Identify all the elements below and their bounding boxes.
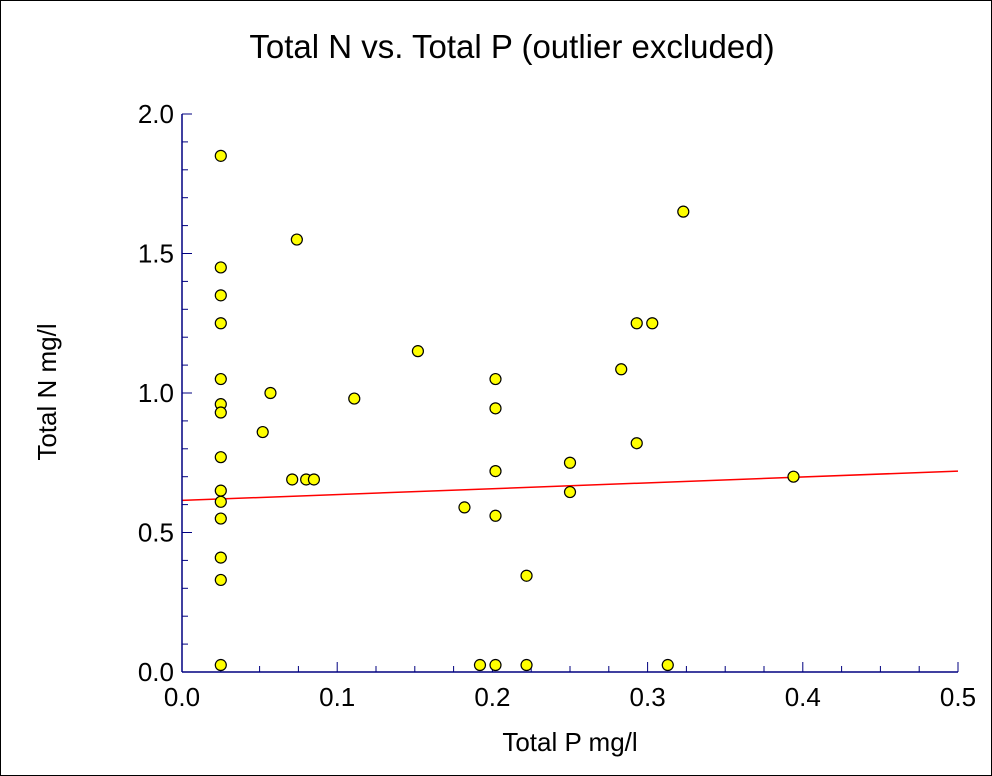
data-point bbox=[256, 425, 269, 439]
x-tick-label: 0.5 bbox=[940, 682, 976, 712]
data-point bbox=[489, 372, 502, 386]
data-point bbox=[473, 658, 487, 672]
data-point bbox=[214, 451, 227, 464]
data-point bbox=[214, 495, 227, 508]
axes-layer: 0.0 0.5 1.0 1.5 2.0 0.0 0.1 0.2 0.3 0.4 0.5 bbox=[138, 99, 976, 712]
data-point bbox=[646, 317, 659, 330]
x-axis-label: Total P mg/l bbox=[502, 727, 637, 757]
data-point bbox=[520, 569, 533, 582]
data-point bbox=[563, 456, 577, 469]
x-tick-label: 0.0 bbox=[164, 682, 200, 712]
x-tick-label: 0.1 bbox=[319, 682, 355, 712]
data-point bbox=[214, 149, 227, 162]
points-layer bbox=[214, 149, 800, 672]
x-tick-label: 0.2 bbox=[474, 682, 510, 712]
data-point bbox=[214, 289, 227, 302]
data-point bbox=[214, 573, 227, 587]
data-point bbox=[787, 470, 800, 483]
data-point bbox=[563, 485, 577, 499]
y-tick-label: 0.5 bbox=[138, 518, 174, 548]
data-point bbox=[348, 392, 361, 405]
y-tick-label: 2.0 bbox=[138, 99, 174, 129]
data-point bbox=[214, 372, 227, 386]
data-point bbox=[214, 261, 227, 274]
data-point bbox=[214, 658, 227, 672]
y-tick-label: 1.0 bbox=[138, 378, 174, 408]
data-point bbox=[661, 658, 674, 672]
fit-line-layer bbox=[181, 470, 959, 502]
data-point bbox=[489, 658, 502, 672]
data-point bbox=[615, 363, 628, 376]
data-point bbox=[489, 402, 502, 415]
y-tick-label: 0.0 bbox=[138, 657, 174, 687]
y-axis-label: Total N mg/l bbox=[32, 323, 62, 460]
data-point bbox=[458, 501, 471, 514]
data-point bbox=[214, 551, 227, 564]
data-point bbox=[286, 473, 299, 486]
regression-line bbox=[181, 470, 959, 502]
chart-title: Total N vs. Total P (outlier excluded) bbox=[249, 28, 774, 65]
x-tick-label: 0.3 bbox=[630, 682, 666, 712]
data-point bbox=[214, 406, 227, 419]
data-point bbox=[520, 658, 533, 672]
data-point bbox=[677, 205, 690, 218]
data-point bbox=[214, 317, 227, 330]
data-point bbox=[489, 509, 502, 522]
data-point bbox=[630, 437, 643, 450]
data-point bbox=[214, 484, 227, 497]
data-point bbox=[630, 317, 643, 330]
data-point bbox=[411, 345, 425, 358]
y-tick-label: 1.5 bbox=[138, 239, 174, 269]
data-point bbox=[489, 465, 502, 478]
data-point bbox=[290, 233, 303, 246]
x-tick-label: 0.4 bbox=[785, 682, 821, 712]
data-point bbox=[214, 512, 227, 525]
data-point bbox=[307, 473, 321, 486]
data-point bbox=[264, 386, 277, 400]
